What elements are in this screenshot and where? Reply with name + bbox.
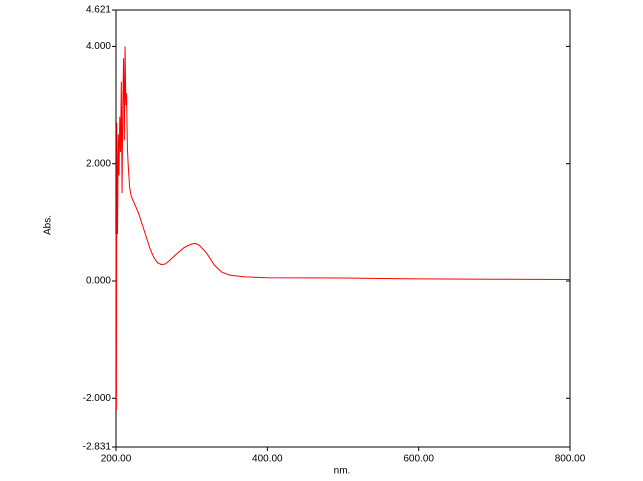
- x-axis-label: nm.: [334, 466, 351, 477]
- y-axis-label: Abs.: [43, 215, 54, 235]
- x-tick-label: 200.00: [101, 454, 132, 465]
- y-tick-label: 4.000: [86, 41, 111, 52]
- y-tick-label: -2.000: [83, 393, 112, 404]
- y-tick-label: 4.621: [86, 5, 111, 16]
- plot-frame: [115, 9, 571, 448]
- y-tick-label: 2.000: [86, 158, 111, 169]
- x-tick-label: 400.00: [252, 454, 283, 465]
- y-tick-label: -2.831: [83, 442, 112, 453]
- x-tick-label: 800.00: [555, 454, 586, 465]
- x-tick-label: 600.00: [403, 454, 434, 465]
- spectrum-line: [115, 46, 571, 411]
- y-tick-label: 0.000: [86, 276, 111, 287]
